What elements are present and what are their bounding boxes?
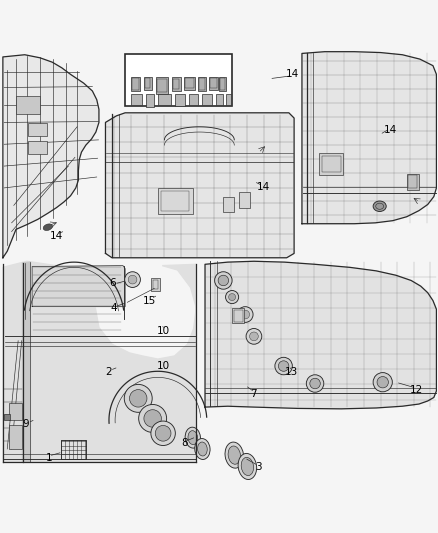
Text: 6: 6 <box>109 278 116 288</box>
Circle shape <box>125 272 141 287</box>
Ellipse shape <box>43 224 53 230</box>
Circle shape <box>246 328 262 344</box>
Text: 3: 3 <box>255 462 261 472</box>
Bar <box>132 78 139 90</box>
Text: 10: 10 <box>156 361 170 371</box>
Polygon shape <box>302 52 436 224</box>
Circle shape <box>241 310 250 319</box>
Bar <box>319 153 343 175</box>
Bar <box>28 123 47 135</box>
Bar <box>9 425 21 449</box>
Ellipse shape <box>188 431 198 445</box>
Circle shape <box>279 361 289 372</box>
Bar <box>234 310 243 321</box>
Bar <box>151 278 160 290</box>
Circle shape <box>139 405 166 432</box>
Bar <box>131 77 141 92</box>
Polygon shape <box>3 55 99 258</box>
Text: 7: 7 <box>250 389 256 399</box>
Bar <box>146 94 154 107</box>
Text: 15: 15 <box>142 296 156 305</box>
Bar <box>210 78 217 88</box>
Ellipse shape <box>373 201 386 212</box>
Ellipse shape <box>185 427 201 448</box>
Circle shape <box>151 421 175 446</box>
Text: 8: 8 <box>181 438 187 448</box>
Polygon shape <box>106 113 294 258</box>
Text: 14: 14 <box>286 69 299 79</box>
Bar <box>215 94 223 105</box>
Bar <box>219 77 226 92</box>
Bar <box>175 94 185 106</box>
Bar <box>161 191 189 211</box>
Circle shape <box>130 390 147 407</box>
Bar <box>158 188 193 214</box>
Bar <box>172 77 180 91</box>
Text: 1: 1 <box>46 453 52 463</box>
Circle shape <box>310 378 320 389</box>
Bar <box>185 78 194 88</box>
Bar <box>239 192 250 207</box>
Text: 14: 14 <box>384 125 397 135</box>
Ellipse shape <box>241 457 254 475</box>
Bar <box>28 141 47 154</box>
Circle shape <box>229 294 236 301</box>
Polygon shape <box>32 265 125 306</box>
Bar <box>144 77 152 90</box>
Bar <box>198 77 206 92</box>
Bar <box>9 403 21 420</box>
Bar <box>145 78 150 88</box>
Text: 12: 12 <box>410 385 423 394</box>
Bar <box>409 175 417 188</box>
Text: 2: 2 <box>106 367 112 377</box>
Circle shape <box>155 425 171 441</box>
Polygon shape <box>3 261 196 462</box>
Circle shape <box>128 275 137 284</box>
Circle shape <box>144 410 161 427</box>
Circle shape <box>215 272 232 289</box>
Bar <box>226 94 231 106</box>
Ellipse shape <box>228 446 240 464</box>
Bar <box>131 94 142 106</box>
Text: 4: 4 <box>110 303 117 313</box>
Bar <box>4 414 11 420</box>
Bar <box>158 94 171 105</box>
Bar <box>220 78 225 90</box>
Circle shape <box>306 375 324 392</box>
Bar <box>157 79 166 92</box>
Polygon shape <box>205 261 436 409</box>
Circle shape <box>237 306 253 322</box>
Bar <box>125 54 232 106</box>
Bar <box>16 96 40 114</box>
Bar <box>232 308 244 323</box>
Text: 14: 14 <box>257 182 270 192</box>
Bar <box>155 77 168 94</box>
Ellipse shape <box>225 442 244 468</box>
Bar <box>407 174 419 190</box>
Bar <box>208 77 218 90</box>
Bar <box>173 79 179 89</box>
Bar <box>223 197 234 212</box>
Ellipse shape <box>238 454 257 480</box>
Ellipse shape <box>195 439 210 459</box>
Bar <box>201 94 212 106</box>
Circle shape <box>275 357 292 375</box>
Circle shape <box>226 290 239 304</box>
Circle shape <box>373 373 392 392</box>
Circle shape <box>218 275 229 286</box>
Bar <box>184 77 195 90</box>
Circle shape <box>124 384 152 413</box>
Circle shape <box>250 332 258 341</box>
Bar <box>153 280 158 289</box>
Bar <box>199 78 205 90</box>
Text: 10: 10 <box>156 326 170 336</box>
Polygon shape <box>22 262 30 462</box>
Bar <box>322 156 341 172</box>
Bar <box>189 94 198 105</box>
Ellipse shape <box>198 442 207 456</box>
Text: 14: 14 <box>50 231 63 241</box>
Text: 13: 13 <box>284 367 298 377</box>
Circle shape <box>377 376 389 388</box>
Text: 9: 9 <box>23 419 29 429</box>
